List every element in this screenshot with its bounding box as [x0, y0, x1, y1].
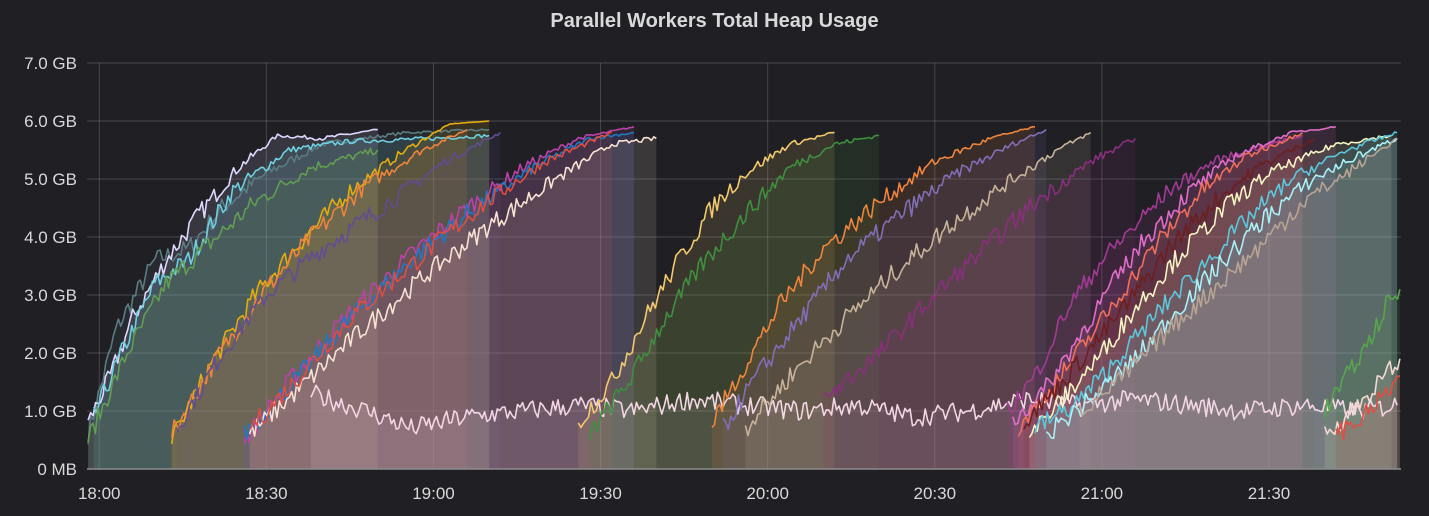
series-line-worker-5[interactable]: [170, 120, 490, 445]
series-fill-worker-29: [1335, 376, 1400, 469]
series-fill-worker-24: [1035, 132, 1398, 469]
series-fill-worker-25: [1046, 138, 1398, 469]
x-tick-label: 18:00: [78, 484, 121, 503]
series-fills: [88, 121, 1400, 470]
x-tick-label: 19:00: [412, 484, 455, 503]
series-line-worker-12[interactable]: [310, 384, 1398, 435]
x-tick-label: 21:00: [1081, 484, 1124, 503]
y-tick-label: 1.0 GB: [24, 402, 77, 421]
series-line-worker-29[interactable]: [1335, 375, 1400, 441]
y-tick-label: 3.0 GB: [24, 286, 77, 305]
series-fill-worker-3: [93, 134, 490, 469]
series-fill-worker-15: [712, 126, 1035, 470]
series-line-worker-22[interactable]: [1023, 137, 1315, 430]
series-fill-worker-19: [1007, 135, 1303, 469]
series-fill-worker-2: [88, 129, 378, 469]
series-fill-worker-28: [1324, 358, 1400, 469]
series-fill-worker-1: [88, 129, 490, 469]
series-line-worker-26[interactable]: [1078, 137, 1398, 417]
series-fill-worker-17: [745, 132, 1091, 469]
series-line-worker-10[interactable]: [248, 136, 657, 437]
series-line-worker-8[interactable]: [243, 126, 635, 445]
series-line-worker-20[interactable]: [1012, 126, 1336, 426]
series-fill-worker-11: [249, 132, 612, 470]
series-fill-worker-10: [249, 136, 657, 470]
x-tick-label: 21:30: [1248, 484, 1291, 503]
y-tick-label: 2.0 GB: [24, 344, 77, 363]
series-line-worker-3[interactable]: [92, 133, 490, 414]
series-line-worker-9[interactable]: [243, 131, 635, 440]
series-lines: [87, 120, 1401, 445]
series-fill-worker-23: [1029, 135, 1392, 469]
series-fill-worker-14: [589, 135, 880, 470]
y-tick-label: 0 MB: [37, 460, 77, 479]
series-fill-worker-26: [1079, 138, 1398, 469]
x-tick-label: 20:30: [914, 484, 957, 503]
series-line-worker-21[interactable]: [1017, 132, 1303, 437]
series-fill-worker-7: [177, 132, 501, 469]
y-tick-label: 6.0 GB: [24, 112, 77, 131]
series-line-worker-4[interactable]: [87, 147, 379, 443]
y-tick-label: 5.0 GB: [24, 170, 77, 189]
series-fill-worker-9: [244, 132, 634, 469]
series-line-worker-27[interactable]: [1323, 289, 1401, 419]
series-fill-worker-21: [1018, 132, 1303, 469]
series-fill-worker-5: [171, 121, 490, 469]
series-line-worker-6[interactable]: [170, 128, 468, 438]
axes: 0 MB 1.0 GB 2.0 GB 3.0 GB 4.0 GB 5.0 GB 6.0 GB…: [24, 54, 1401, 503]
chart-title: Parallel Workers Total Heap Usage: [550, 10, 879, 32]
series-fill-worker-8: [244, 126, 634, 470]
series-line-worker-15[interactable]: [711, 126, 1035, 428]
series-line-worker-14[interactable]: [588, 134, 880, 441]
series-fill-worker-13: [578, 132, 835, 469]
series-line-worker-28[interactable]: [1323, 358, 1401, 436]
series-line-worker-18[interactable]: [823, 137, 1136, 398]
series-line-worker-1[interactable]: [87, 128, 490, 445]
x-tick-label: 19:30: [579, 484, 622, 503]
series-line-worker-7[interactable]: [176, 132, 501, 433]
x-tick-label: 18:30: [245, 484, 288, 503]
series-line-worker-17[interactable]: [744, 131, 1092, 437]
series-fill-worker-12: [310, 385, 1398, 469]
y-tick-label: 4.0 GB: [24, 228, 77, 247]
series-fill-worker-18: [823, 138, 1136, 469]
series-line-worker-13[interactable]: [577, 131, 835, 429]
y-tick-label: 7.0 GB: [24, 54, 77, 73]
series-line-worker-11[interactable]: [248, 131, 612, 431]
series-fill-worker-4: [88, 148, 378, 469]
series-line-worker-25[interactable]: [1045, 137, 1398, 440]
series-line-worker-23[interactable]: [1028, 134, 1392, 438]
x-tick-label: 20:00: [746, 484, 789, 503]
series-fill-worker-6: [171, 129, 467, 469]
series-line-worker-24[interactable]: [1034, 131, 1398, 434]
series-line-worker-16[interactable]: [722, 129, 1047, 431]
